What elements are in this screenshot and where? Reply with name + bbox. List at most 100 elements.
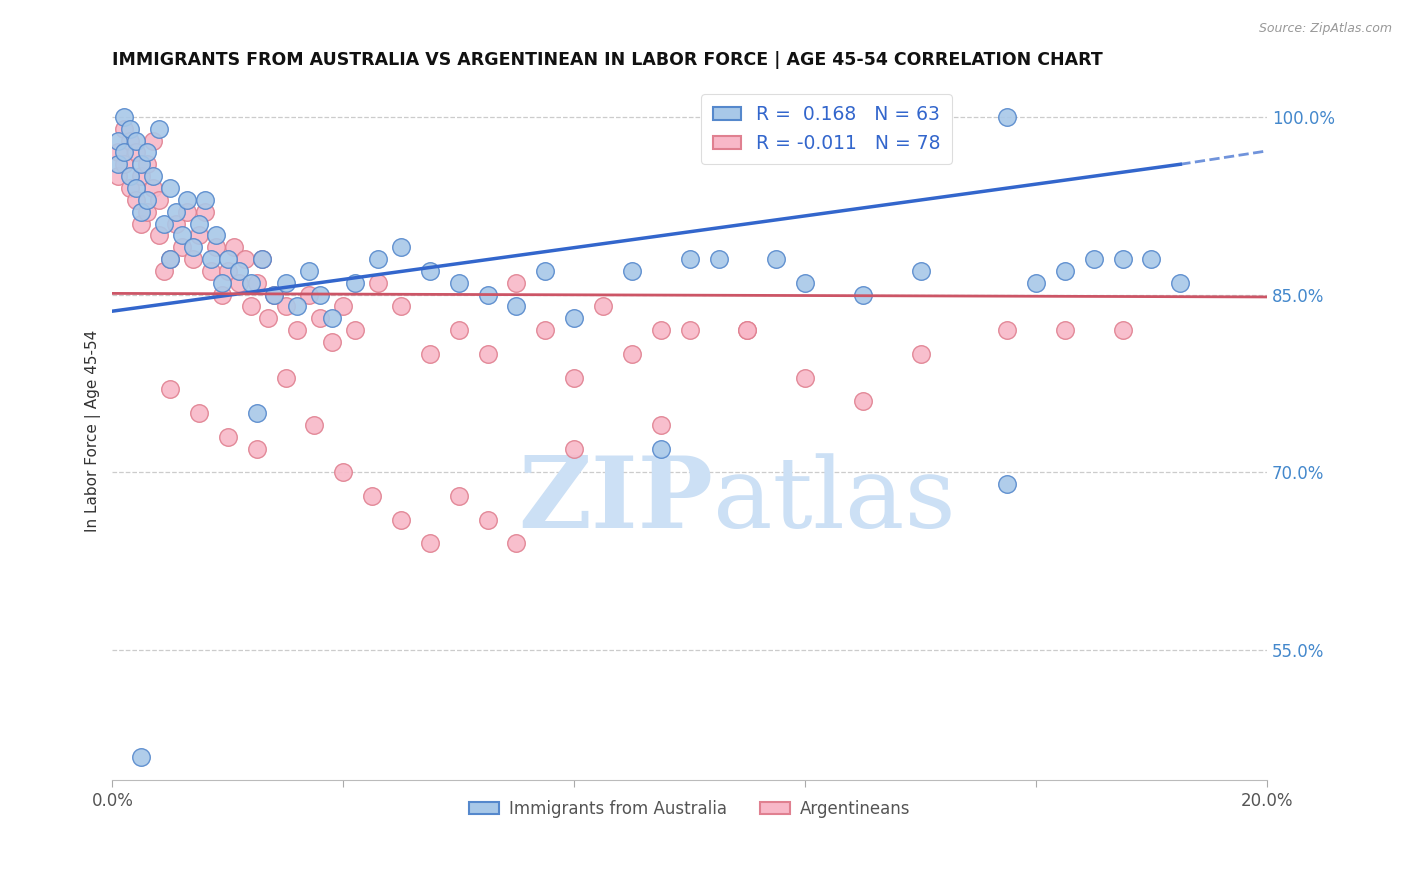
Point xyxy=(707,252,730,266)
Point xyxy=(136,157,159,171)
Point xyxy=(246,276,269,290)
Point xyxy=(995,323,1018,337)
Point xyxy=(534,264,557,278)
Point xyxy=(153,264,176,278)
Point xyxy=(620,264,643,278)
Point xyxy=(124,181,146,195)
Point xyxy=(1053,264,1076,278)
Point xyxy=(181,252,204,266)
Point xyxy=(995,110,1018,124)
Point xyxy=(1111,323,1133,337)
Point xyxy=(170,240,193,254)
Point xyxy=(159,252,181,266)
Point xyxy=(367,276,389,290)
Point xyxy=(112,121,135,136)
Point xyxy=(1025,276,1047,290)
Point xyxy=(309,311,332,326)
Text: IMMIGRANTS FROM AUSTRALIA VS ARGENTINEAN IN LABOR FORCE | AGE 45-54 CORRELATION : IMMIGRANTS FROM AUSTRALIA VS ARGENTINEAN… xyxy=(112,51,1104,69)
Point xyxy=(505,300,527,314)
Point xyxy=(321,311,343,326)
Point xyxy=(1053,323,1076,337)
Point xyxy=(910,264,932,278)
Point xyxy=(620,347,643,361)
Text: atlas: atlas xyxy=(713,453,956,549)
Point xyxy=(1111,252,1133,266)
Point xyxy=(447,323,470,337)
Point xyxy=(194,204,217,219)
Point xyxy=(246,406,269,420)
Point xyxy=(217,264,239,278)
Point xyxy=(367,252,389,266)
Point xyxy=(159,252,181,266)
Point xyxy=(562,311,585,326)
Point xyxy=(309,287,332,301)
Point xyxy=(910,347,932,361)
Point xyxy=(332,300,354,314)
Legend: Immigrants from Australia, Argentineans: Immigrants from Australia, Argentineans xyxy=(463,793,917,824)
Point xyxy=(136,145,159,160)
Point xyxy=(239,300,262,314)
Point xyxy=(194,193,217,207)
Point xyxy=(153,217,176,231)
Point xyxy=(165,204,187,219)
Point xyxy=(650,323,672,337)
Point xyxy=(222,240,245,254)
Point xyxy=(852,394,875,409)
Point xyxy=(211,276,233,290)
Point xyxy=(389,300,412,314)
Point xyxy=(737,323,759,337)
Point xyxy=(148,193,170,207)
Point xyxy=(233,252,256,266)
Point xyxy=(1083,252,1105,266)
Point xyxy=(205,228,228,243)
Point xyxy=(447,276,470,290)
Point xyxy=(188,228,211,243)
Point xyxy=(118,181,141,195)
Point xyxy=(321,334,343,349)
Point xyxy=(298,287,321,301)
Point xyxy=(211,287,233,301)
Point xyxy=(142,169,165,183)
Point xyxy=(1168,276,1191,290)
Point xyxy=(188,406,211,420)
Point xyxy=(505,276,527,290)
Point xyxy=(274,370,297,384)
Point xyxy=(477,287,499,301)
Point xyxy=(592,300,614,314)
Point xyxy=(112,157,135,171)
Point xyxy=(389,240,412,254)
Point xyxy=(107,145,129,160)
Point xyxy=(217,252,239,266)
Point xyxy=(228,276,250,290)
Point xyxy=(136,204,159,219)
Point xyxy=(112,110,135,124)
Point xyxy=(200,264,222,278)
Point xyxy=(159,383,181,397)
Point xyxy=(142,181,165,195)
Point xyxy=(200,252,222,266)
Point xyxy=(124,145,146,160)
Point xyxy=(650,442,672,456)
Point xyxy=(794,276,817,290)
Point xyxy=(765,252,787,266)
Point xyxy=(142,134,165,148)
Point xyxy=(298,264,321,278)
Point xyxy=(129,157,152,171)
Point xyxy=(148,228,170,243)
Point xyxy=(274,300,297,314)
Point xyxy=(129,749,152,764)
Point xyxy=(124,193,146,207)
Point xyxy=(419,264,441,278)
Point xyxy=(165,217,187,231)
Point xyxy=(217,430,239,444)
Point xyxy=(252,252,274,266)
Point xyxy=(239,276,262,290)
Y-axis label: In Labor Force | Age 45-54: In Labor Force | Age 45-54 xyxy=(86,330,101,532)
Point xyxy=(118,134,141,148)
Point xyxy=(447,489,470,503)
Point xyxy=(285,323,308,337)
Point xyxy=(562,442,585,456)
Point xyxy=(107,134,129,148)
Point xyxy=(228,264,250,278)
Point xyxy=(794,370,817,384)
